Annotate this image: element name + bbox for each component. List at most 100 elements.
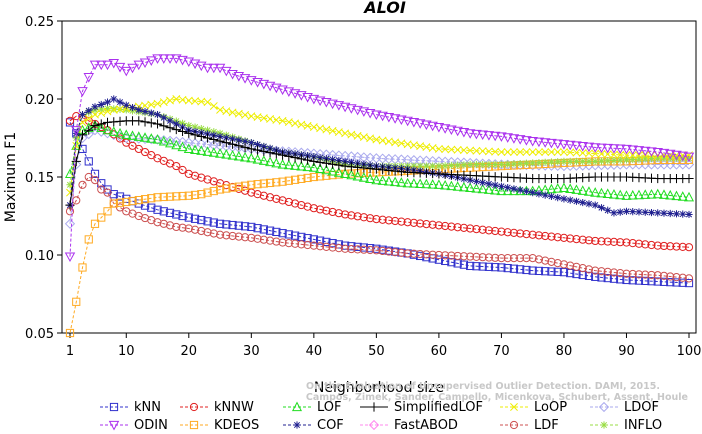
data-point bbox=[564, 140, 576, 151]
data-point bbox=[159, 192, 168, 202]
data-point bbox=[598, 401, 610, 413]
data-point bbox=[369, 402, 379, 412]
data-point bbox=[597, 149, 606, 158]
data-point bbox=[209, 102, 218, 110]
data-point bbox=[102, 117, 113, 127]
data-point bbox=[215, 219, 225, 228]
data-point bbox=[178, 191, 187, 201]
data-point bbox=[446, 180, 457, 191]
data-point bbox=[658, 148, 670, 159]
data-point bbox=[434, 144, 443, 153]
data-point bbox=[147, 109, 155, 117]
data-point bbox=[365, 163, 375, 174]
data-point bbox=[478, 147, 487, 156]
data-point bbox=[372, 246, 381, 255]
data-point bbox=[114, 127, 126, 138]
data-point bbox=[591, 157, 599, 165]
data-point bbox=[577, 185, 588, 195]
data-point bbox=[684, 173, 694, 184]
data-point bbox=[441, 145, 450, 154]
data-point bbox=[303, 202, 312, 211]
data-point bbox=[160, 114, 168, 122]
data-point bbox=[414, 119, 426, 129]
data-point bbox=[284, 151, 294, 162]
data-point bbox=[366, 245, 375, 255]
data-point bbox=[478, 253, 487, 262]
data-point bbox=[221, 138, 231, 148]
data-point bbox=[196, 61, 207, 72]
data-point bbox=[197, 215, 206, 225]
data-point bbox=[610, 156, 618, 165]
data-point bbox=[322, 237, 331, 246]
data-point bbox=[584, 271, 594, 281]
data-point bbox=[146, 56, 157, 66]
data-point bbox=[128, 196, 137, 206]
data-point bbox=[654, 209, 662, 217]
data-point bbox=[554, 193, 562, 202]
data-point bbox=[246, 144, 256, 154]
data-point bbox=[441, 251, 450, 260]
data-point bbox=[297, 120, 306, 129]
data-point bbox=[215, 148, 226, 158]
data-point bbox=[508, 134, 520, 144]
data-point bbox=[277, 159, 288, 169]
data-point bbox=[247, 139, 255, 147]
data-point bbox=[203, 98, 212, 107]
data-point bbox=[153, 111, 162, 119]
data-point bbox=[202, 139, 213, 150]
data-point bbox=[416, 249, 425, 259]
data-point bbox=[290, 239, 300, 248]
data-point bbox=[190, 190, 200, 200]
data-point bbox=[260, 142, 268, 151]
data-point bbox=[197, 190, 206, 199]
data-point bbox=[466, 261, 475, 271]
data-point bbox=[491, 147, 500, 156]
data-point bbox=[664, 149, 676, 160]
data-point bbox=[359, 245, 368, 254]
data-point bbox=[383, 175, 394, 186]
data-point bbox=[528, 266, 537, 275]
data-point bbox=[191, 97, 200, 106]
data-point bbox=[396, 177, 407, 187]
data-point bbox=[541, 256, 550, 265]
data-point bbox=[140, 201, 150, 210]
data-point bbox=[591, 266, 600, 275]
data-point bbox=[97, 100, 105, 109]
legend-item-ldof: LDOF bbox=[590, 400, 659, 415]
data-point bbox=[596, 187, 607, 198]
data-point bbox=[502, 133, 513, 143]
data-point bbox=[64, 252, 76, 262]
data-point bbox=[296, 154, 306, 164]
data-point bbox=[321, 98, 332, 108]
data-point bbox=[396, 167, 406, 177]
data-point bbox=[510, 160, 518, 168]
data-point bbox=[353, 212, 362, 221]
data-point bbox=[152, 54, 163, 64]
y-tick-label: 0.05 bbox=[25, 327, 54, 342]
data-point bbox=[228, 220, 237, 230]
data-point bbox=[389, 114, 401, 124]
data-point bbox=[78, 118, 87, 127]
data-point bbox=[84, 125, 94, 135]
data-point bbox=[102, 60, 113, 71]
data-point bbox=[353, 162, 363, 172]
data-point bbox=[359, 133, 368, 142]
data-point bbox=[327, 99, 338, 110]
data-point bbox=[359, 213, 368, 222]
data-point bbox=[496, 132, 507, 142]
legend-item-loop: LoOP bbox=[500, 400, 567, 415]
data-point bbox=[497, 160, 506, 169]
data-point bbox=[197, 125, 205, 133]
data-point bbox=[516, 254, 525, 263]
data-point bbox=[522, 254, 531, 263]
data-point bbox=[90, 219, 100, 228]
data-point bbox=[477, 130, 488, 141]
data-point bbox=[622, 156, 631, 164]
data-point bbox=[197, 226, 206, 236]
data-point bbox=[258, 155, 269, 165]
data-point bbox=[585, 157, 593, 165]
data-point bbox=[471, 129, 482, 140]
series-ldf bbox=[65, 172, 694, 283]
legend-label: LDF bbox=[534, 418, 559, 433]
